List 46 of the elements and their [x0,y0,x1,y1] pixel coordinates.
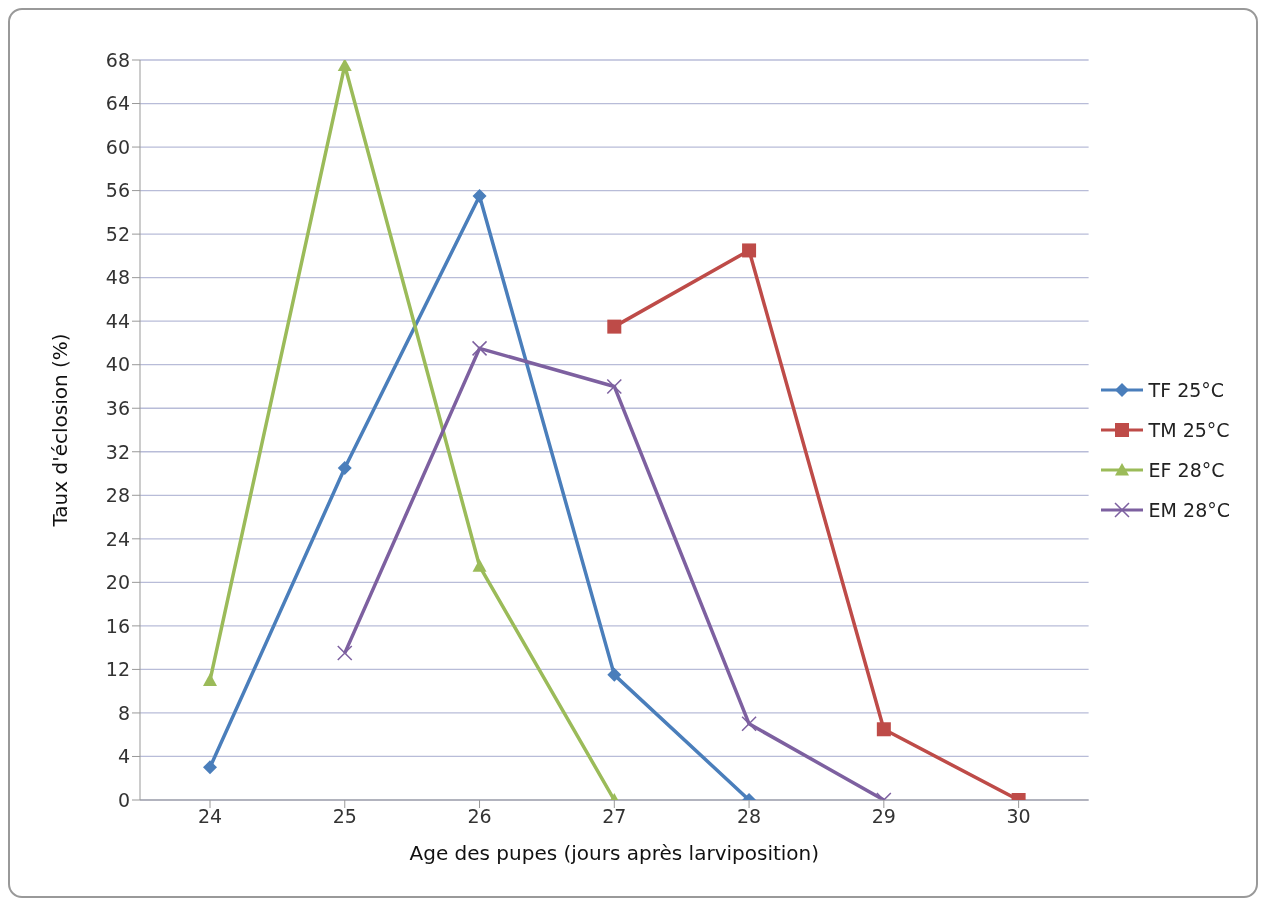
y-tick-label: 8 [117,701,130,724]
point [337,60,352,72]
point [741,716,757,732]
y-tick-label: 20 [105,571,130,594]
y-axis-title: Taux d'éclosion (%) [48,333,73,528]
x-axis-title: Age des pupes (jours après larviposition) [409,841,820,865]
y-tick-label: 60 [105,135,130,158]
y-tick-label: 36 [105,396,130,419]
y-tick-label: 12 [105,658,130,681]
point [203,673,217,686]
y-tick-label: 32 [105,440,130,463]
x-tick-label: 29 [871,805,896,828]
point [472,189,487,204]
point [337,461,352,476]
y-tick-label: 16 [105,614,130,637]
legend-label: EF 28°C [1148,459,1225,481]
legend-label: TM 25°C [1148,419,1230,441]
y-tick-label: 0 [117,788,130,811]
y-tick-label: 68 [105,48,130,71]
point [472,559,487,572]
x-tick-label: 27 [602,805,627,828]
point [607,667,622,682]
y-tick-label: 48 [105,266,130,289]
x-tick-label: 25 [332,805,357,828]
legend-label: TF 25°C [1148,379,1225,401]
point [606,378,623,395]
y-tick-label: 40 [105,353,130,376]
x-tick-label: 26 [467,805,492,828]
y-tick-label: 52 [105,222,130,245]
point [876,722,891,737]
legend-label: EM 28°C [1148,499,1230,521]
point [337,645,353,661]
y-tick-label: 28 [105,484,130,507]
y-tick-label: 64 [105,92,130,115]
y-tick-label: 56 [105,179,130,202]
point [203,760,217,775]
x-tick-label: 28 [736,805,762,828]
point [607,319,622,334]
x-tick-label: 30 [1006,805,1031,828]
y-tick-label: 44 [105,309,130,332]
y-tick-label: 24 [105,527,130,550]
y-tick-label: 4 [117,745,130,768]
point [742,243,757,258]
point [471,340,488,357]
frame: TF 25°C TM 25°C EF 28°C EM 28°C 24 25 26 27 28 29 30 Age des pupes (jours après larviposition) 0 4 8 12 16 20 24 28 32 36 40 44 48 52 56 60 64 68 Taux d'éclosion (%) [8,8,1258,898]
x-tick-label: 24 [197,805,223,828]
